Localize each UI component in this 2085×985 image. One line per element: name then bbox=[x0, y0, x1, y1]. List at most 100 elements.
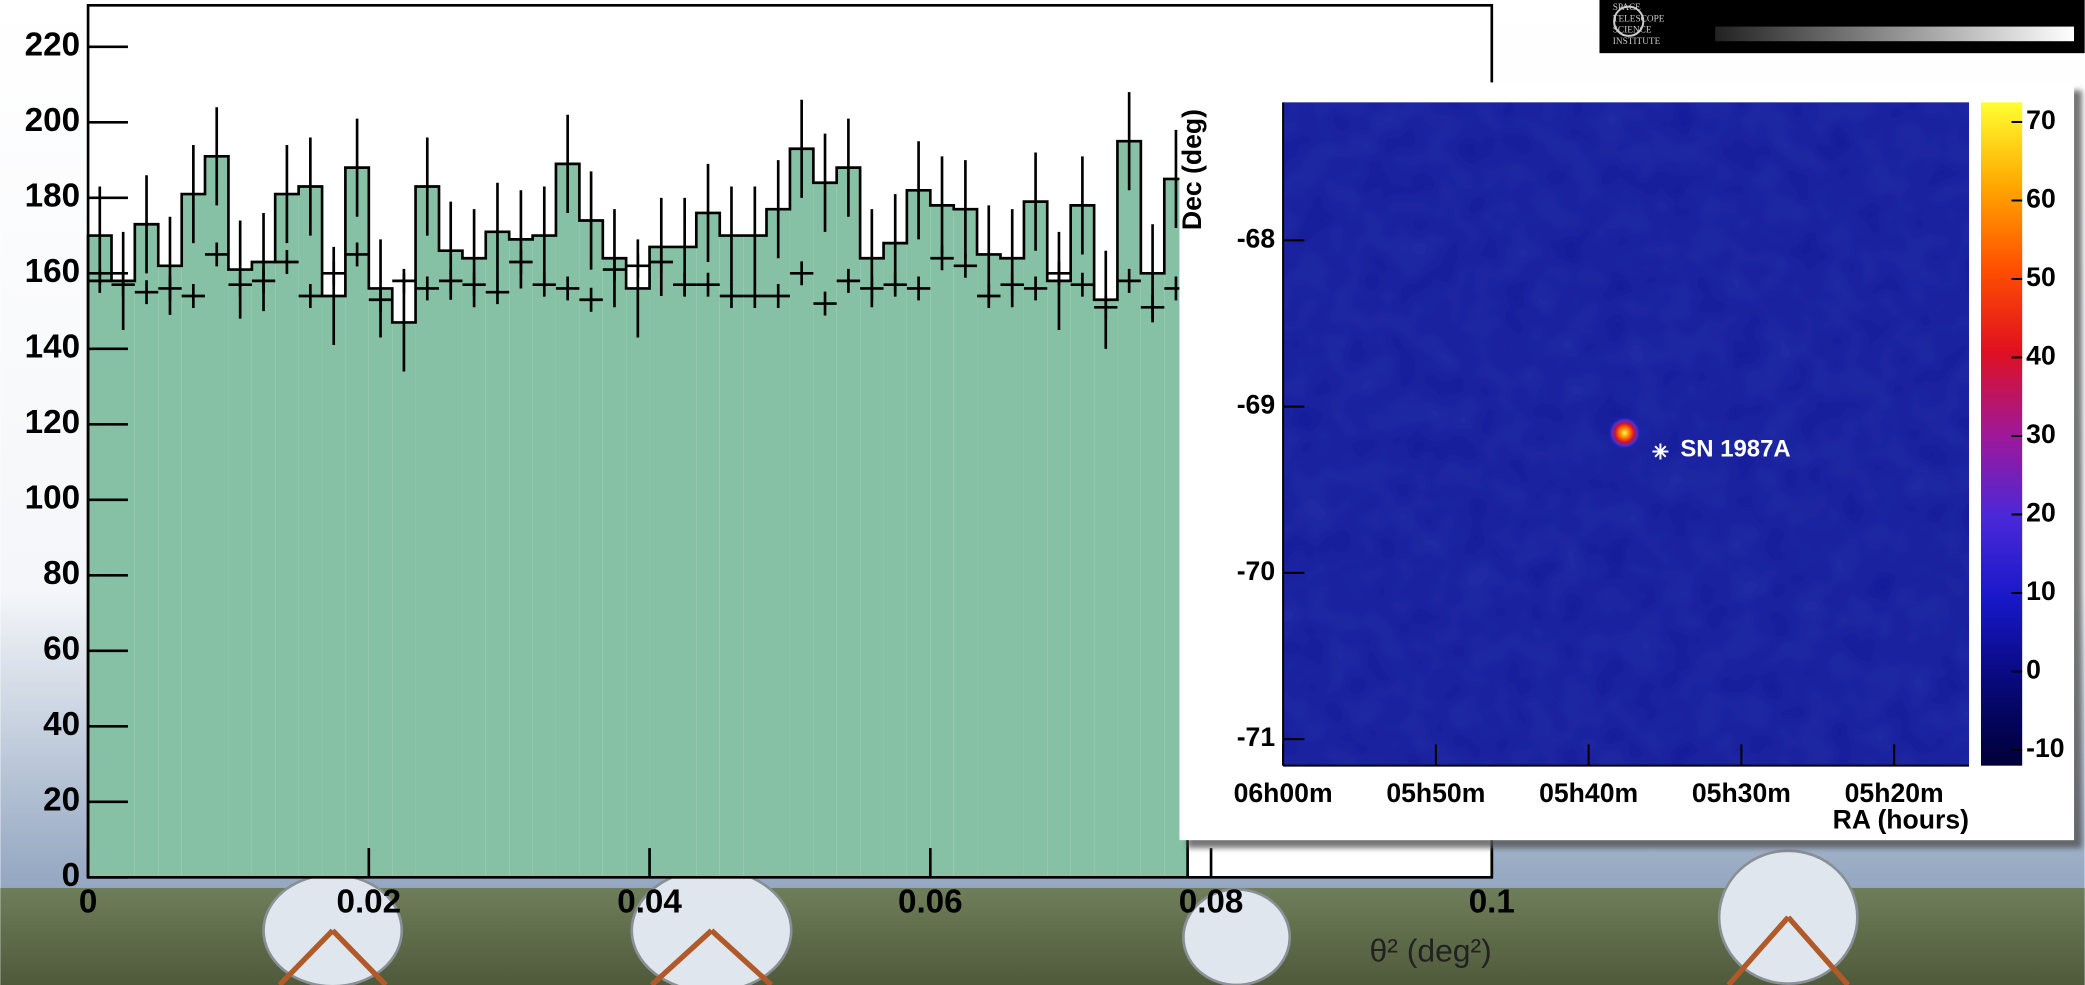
bar bbox=[1000, 258, 1024, 878]
background-point bbox=[368, 287, 393, 312]
y-tick-label: 160 bbox=[25, 253, 80, 290]
background-point bbox=[906, 276, 931, 301]
background-point bbox=[579, 287, 603, 312]
y-tick-label: 180 bbox=[25, 178, 80, 215]
y-tick-label: 140 bbox=[25, 329, 80, 366]
background-point bbox=[626, 253, 650, 278]
background-point bbox=[1117, 268, 1141, 293]
bar bbox=[134, 224, 159, 878]
colorbar-tick-label: 30 bbox=[2026, 419, 2056, 449]
background-point bbox=[813, 291, 837, 316]
bar bbox=[906, 190, 931, 878]
bar bbox=[88, 235, 112, 878]
colorbar-tick-label: 0 bbox=[2026, 654, 2041, 684]
background-point bbox=[930, 246, 954, 271]
bar bbox=[368, 288, 393, 878]
y-tick-label: 220 bbox=[25, 27, 80, 64]
logo-text: TELESCOPE bbox=[1613, 14, 1665, 24]
bar bbox=[1117, 141, 1141, 878]
background-point bbox=[649, 250, 674, 274]
logo-text: INSTITUTE bbox=[1613, 37, 1661, 47]
bar bbox=[673, 246, 697, 878]
background-point bbox=[462, 272, 486, 297]
background-point bbox=[532, 272, 556, 297]
y-tick-label: -68 bbox=[1237, 223, 1275, 253]
bar bbox=[766, 209, 790, 878]
bar bbox=[649, 246, 674, 878]
x-tick-label: 05h20m bbox=[1845, 778, 1944, 808]
x-tick-label: 0.06 bbox=[898, 884, 963, 921]
colorbar-tick-label: 10 bbox=[2026, 576, 2056, 606]
logo-bar bbox=[1715, 26, 2075, 42]
bar bbox=[1070, 205, 1095, 878]
bar bbox=[415, 186, 440, 878]
bar bbox=[111, 280, 135, 878]
bar bbox=[626, 288, 650, 878]
y-tick-label: 200 bbox=[25, 102, 80, 139]
bar bbox=[205, 156, 229, 878]
background-point bbox=[1140, 295, 1165, 320]
background-point bbox=[977, 284, 1001, 308]
bar bbox=[579, 220, 603, 878]
background-point bbox=[298, 284, 323, 308]
colorbar-tick-label: 70 bbox=[2026, 105, 2056, 135]
background-point bbox=[275, 250, 299, 274]
colorbar-tick-label: 40 bbox=[2026, 340, 2056, 370]
x-axis-label: RA (hours) bbox=[1833, 805, 1969, 835]
y-tick-label: 80 bbox=[43, 555, 80, 592]
bar bbox=[719, 235, 744, 878]
bar bbox=[789, 148, 814, 878]
bar bbox=[298, 186, 323, 878]
x-tick-label: 05h30m bbox=[1692, 778, 1791, 808]
background-point bbox=[836, 268, 861, 293]
x-tick-label: 05h40m bbox=[1539, 778, 1638, 808]
background-point bbox=[1023, 276, 1048, 301]
background-point bbox=[1094, 295, 1118, 320]
bar bbox=[743, 235, 767, 878]
y-tick-label: 60 bbox=[43, 631, 80, 668]
bar bbox=[836, 167, 861, 878]
bar bbox=[509, 239, 533, 878]
background-point bbox=[1000, 272, 1024, 297]
x-tick-label: 05h50m bbox=[1386, 778, 1485, 808]
background-point bbox=[1070, 272, 1095, 297]
y-tick-label: 0 bbox=[62, 857, 80, 894]
bar bbox=[696, 212, 720, 878]
bar bbox=[602, 258, 627, 878]
bar bbox=[158, 265, 182, 878]
bar bbox=[1047, 280, 1071, 878]
colorbar-tick-label: 50 bbox=[2026, 262, 2056, 292]
background-point bbox=[392, 268, 416, 293]
background-point bbox=[134, 280, 159, 305]
background-point bbox=[345, 242, 369, 267]
bar bbox=[345, 167, 369, 878]
y-tick-label: 40 bbox=[43, 706, 80, 743]
x-tick-label: 0.02 bbox=[336, 884, 401, 921]
bar bbox=[251, 262, 276, 878]
bar bbox=[860, 258, 884, 878]
background-point bbox=[509, 250, 533, 274]
background-point bbox=[158, 276, 182, 301]
background-point bbox=[228, 272, 252, 297]
y-tick-label: -71 bbox=[1237, 722, 1276, 752]
y-tick-label: 20 bbox=[43, 782, 80, 819]
bar bbox=[322, 295, 346, 878]
color-bar bbox=[1980, 102, 2023, 766]
background-point bbox=[111, 272, 135, 297]
bar bbox=[555, 163, 580, 878]
bar bbox=[1140, 273, 1165, 878]
background-point bbox=[743, 284, 767, 308]
background-point bbox=[205, 242, 229, 267]
x-tick-label: 0 bbox=[79, 884, 97, 921]
background-point bbox=[485, 280, 510, 305]
y-tick-label: 120 bbox=[25, 404, 80, 441]
background-point bbox=[860, 276, 884, 301]
logo-text: SCIENCE bbox=[1613, 26, 1652, 36]
bar bbox=[953, 209, 978, 878]
x-tick-label: 0.1 bbox=[1469, 884, 1515, 921]
colorbar-tick-label: -10 bbox=[2026, 733, 2064, 763]
background-point bbox=[696, 272, 720, 297]
